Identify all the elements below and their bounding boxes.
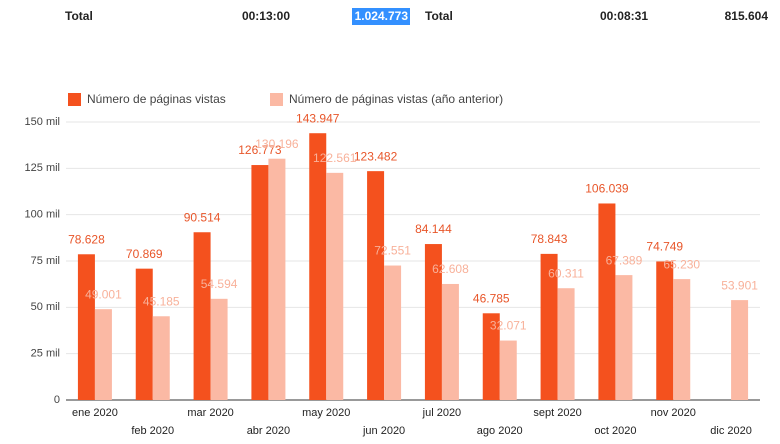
- x-tick-label: ago 2020: [477, 425, 523, 437]
- bar: [77, 254, 95, 400]
- bar: [540, 253, 558, 400]
- summary-total: 1.024.773: [355, 9, 409, 23]
- y-tick-label: 100 mil: [25, 209, 60, 221]
- x-tick-label: ene 2020: [72, 407, 118, 419]
- bar: [210, 298, 228, 400]
- bar: [673, 279, 691, 400]
- y-tick-label: 25 mil: [31, 348, 60, 360]
- x-tick-label: abr 2020: [247, 425, 290, 437]
- summary-label: Total: [425, 9, 453, 23]
- bar: [441, 283, 459, 400]
- summary-label: Total: [65, 9, 93, 23]
- summary-duration: 00:08:31: [600, 9, 648, 23]
- selection-highlight: [352, 8, 410, 25]
- x-tick-label: oct 2020: [594, 425, 636, 437]
- bar: [656, 261, 674, 400]
- y-tick-label: 75 mil: [31, 255, 60, 267]
- bar: [499, 340, 517, 400]
- value-label: 46.785: [473, 291, 510, 305]
- bar: [615, 275, 633, 400]
- value-label: 143.947: [296, 111, 340, 125]
- value-label: 45.185: [143, 294, 180, 308]
- y-tick-label: 50 mil: [31, 301, 60, 313]
- value-label: 122.561: [313, 151, 357, 165]
- x-tick-label: dic 2020: [710, 425, 752, 437]
- value-label: 65.230: [663, 257, 700, 271]
- bar: [424, 244, 442, 400]
- bar: [193, 232, 211, 400]
- value-label: 62.608: [432, 262, 469, 276]
- bar: [152, 316, 170, 400]
- value-label: 67.389: [606, 253, 643, 267]
- summary-duration: 00:13:00: [242, 9, 290, 23]
- x-tick-label: jul 2020: [422, 407, 462, 419]
- bar: [94, 309, 112, 400]
- x-tick-label: jun 2020: [362, 425, 405, 437]
- bar: [384, 265, 402, 400]
- bar: [482, 313, 500, 400]
- bar: [367, 171, 385, 400]
- bar: [251, 165, 269, 400]
- value-label: 90.514: [184, 210, 221, 224]
- x-tick-label: may 2020: [302, 407, 350, 419]
- bar: [326, 172, 344, 400]
- legend-label: Número de páginas vistas (año anterior): [289, 92, 503, 106]
- value-label: 54.594: [201, 277, 238, 291]
- value-label: 123.482: [354, 149, 398, 163]
- value-label: 49.001: [85, 287, 122, 301]
- y-tick-label: 0: [54, 394, 60, 406]
- value-label: 106.039: [585, 182, 629, 196]
- x-tick-label: nov 2020: [651, 407, 696, 419]
- value-label: 126.773: [238, 143, 282, 157]
- value-label: 78.843: [531, 232, 568, 246]
- bar: [731, 300, 749, 400]
- bar: [598, 203, 616, 400]
- value-label: 130.196: [255, 137, 299, 151]
- value-label: 84.144: [415, 222, 452, 236]
- bar: [309, 133, 327, 400]
- bar: [268, 158, 286, 400]
- value-label: 72.551: [374, 244, 411, 258]
- bar: [557, 288, 575, 400]
- legend-swatch: [68, 93, 81, 106]
- value-label: 32.071: [490, 319, 527, 333]
- value-label: 53.901: [721, 278, 758, 292]
- y-tick-label: 125 mil: [25, 162, 60, 174]
- value-label: 70.869: [126, 247, 163, 261]
- value-label: 78.628: [68, 232, 105, 246]
- value-label: 74.749: [646, 240, 683, 254]
- legend-swatch: [270, 93, 283, 106]
- x-tick-label: feb 2020: [131, 425, 174, 437]
- value-label: 60.311: [548, 266, 584, 280]
- x-tick-label: mar 2020: [187, 407, 233, 419]
- bar: [135, 268, 153, 400]
- x-tick-label: sept 2020: [533, 407, 581, 419]
- y-tick-label: 150 mil: [25, 116, 60, 128]
- legend-label: Número de páginas vistas: [87, 92, 226, 106]
- summary-total: 815.604: [725, 9, 769, 23]
